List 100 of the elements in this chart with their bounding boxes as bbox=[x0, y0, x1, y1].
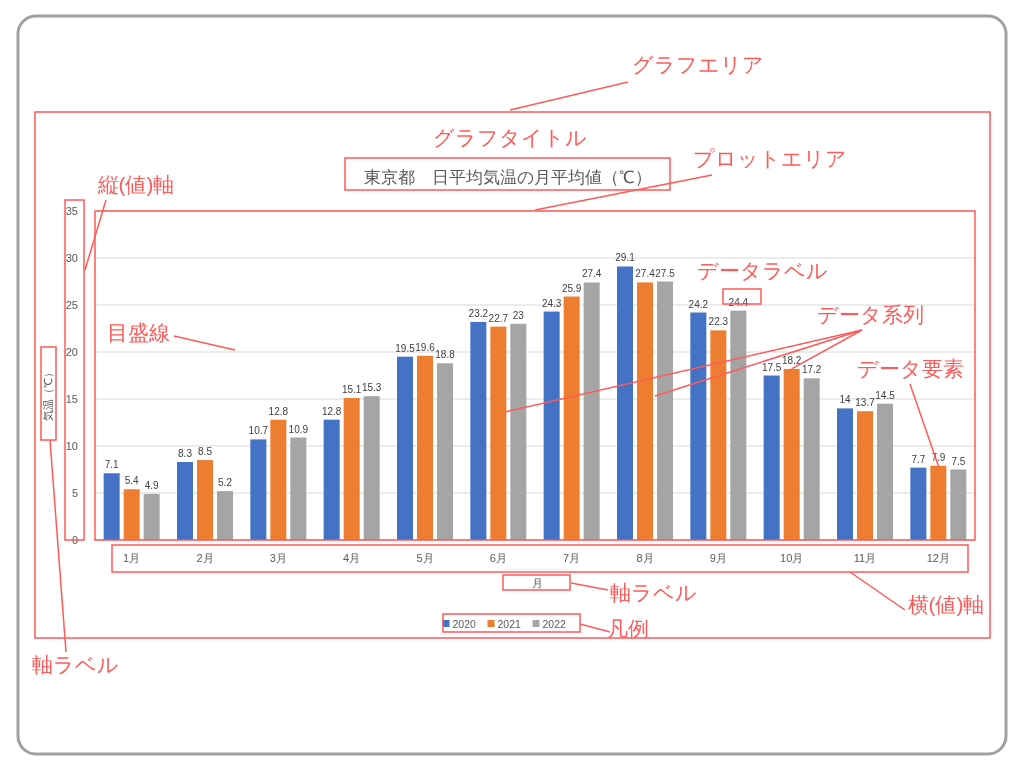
data-label: 27.5 bbox=[655, 267, 676, 279]
data-label: 22.3 bbox=[708, 316, 729, 328]
x-tick-label: 12月 bbox=[926, 552, 950, 564]
bar bbox=[583, 282, 600, 540]
bar bbox=[730, 310, 747, 540]
x-tick-label: 5月 bbox=[416, 552, 434, 564]
bar bbox=[837, 408, 853, 540]
data-label: 15.1 bbox=[341, 384, 362, 396]
data-label: 17.5 bbox=[761, 361, 782, 373]
y-tick-label: 25 bbox=[65, 299, 78, 311]
data-label: 12.8 bbox=[268, 405, 289, 417]
data-label: 10.7 bbox=[248, 425, 269, 437]
data-label: 27.4 bbox=[581, 268, 602, 280]
data-label: 10.9 bbox=[288, 423, 309, 435]
bar bbox=[910, 467, 927, 540]
annotation: データ要素 bbox=[856, 357, 964, 380]
data-label: 27.4 bbox=[635, 268, 656, 280]
bar bbox=[397, 356, 413, 540]
text: グラフタイトル bbox=[433, 126, 587, 149]
annotation: 目盛線 bbox=[106, 321, 170, 344]
annotation: データラベル bbox=[696, 259, 828, 282]
x-tick-label: 7月 bbox=[563, 552, 581, 564]
data-label: 14.5 bbox=[875, 389, 896, 401]
bar bbox=[143, 493, 160, 540]
bar bbox=[343, 398, 360, 540]
data-label: 24.3 bbox=[541, 297, 562, 309]
data-label: 23.2 bbox=[468, 307, 489, 319]
data-label: 4.9 bbox=[144, 479, 160, 491]
data-label: 8.5 bbox=[198, 446, 213, 458]
data-label: 13.7 bbox=[855, 397, 876, 409]
bar bbox=[197, 460, 213, 540]
bar bbox=[290, 437, 307, 540]
data-label: 19.5 bbox=[395, 342, 416, 354]
data-label: 18.2 bbox=[781, 354, 802, 366]
bar bbox=[857, 411, 873, 540]
data-label: 5.4 bbox=[124, 475, 140, 487]
x-tick-label: 8月 bbox=[636, 552, 654, 564]
y-tick-label: 15 bbox=[65, 393, 78, 405]
x-tick-label: 9月 bbox=[709, 552, 727, 564]
data-label: 24.2 bbox=[688, 298, 709, 310]
data-label: 22.7 bbox=[488, 312, 509, 324]
bar bbox=[217, 491, 233, 540]
y-tick-label: 20 bbox=[65, 346, 78, 358]
bar bbox=[637, 282, 653, 540]
bar bbox=[103, 473, 120, 540]
data-label: 25.9 bbox=[561, 282, 582, 294]
bar bbox=[323, 419, 340, 540]
text: 横(値)軸 bbox=[907, 593, 985, 616]
data-label: 14 bbox=[839, 394, 851, 406]
bar bbox=[490, 326, 507, 540]
data-label: 7.7 bbox=[911, 453, 926, 465]
y-axis-title: 気温（℃） bbox=[42, 367, 54, 421]
bar bbox=[123, 489, 140, 540]
x-tick-label: 6月 bbox=[489, 552, 507, 564]
legend-label: 2020 bbox=[452, 618, 477, 630]
bar bbox=[270, 419, 287, 540]
data-label: 12.8 bbox=[321, 405, 342, 417]
bar bbox=[950, 469, 967, 540]
bar bbox=[250, 439, 267, 540]
legend-label: 2021 bbox=[497, 618, 522, 630]
text: 軸ラベル bbox=[609, 581, 697, 604]
data-label: 15.3 bbox=[361, 382, 382, 394]
bar bbox=[690, 312, 707, 540]
bar bbox=[803, 378, 820, 540]
y-tick-label: 5 bbox=[71, 487, 78, 499]
x-axis-title: 月 bbox=[531, 577, 543, 589]
x-tick-label: 1月 bbox=[123, 552, 141, 564]
data-label: 29.1 bbox=[615, 252, 636, 264]
y-tick-label: 10 bbox=[65, 440, 78, 452]
bar bbox=[437, 363, 453, 540]
bar bbox=[657, 281, 673, 540]
text: 縦(値)軸 bbox=[96, 173, 175, 196]
data-label: 5.2 bbox=[218, 477, 233, 489]
bar bbox=[617, 266, 633, 540]
legend-label: 2022 bbox=[542, 618, 567, 630]
bar bbox=[877, 403, 893, 540]
x-tick-label: 2月 bbox=[196, 552, 214, 564]
x-tick-label: 4月 bbox=[343, 552, 361, 564]
text: グラフエリア bbox=[632, 53, 764, 76]
x-tick-label: 3月 bbox=[269, 552, 287, 564]
bar bbox=[510, 323, 527, 540]
text: 凡例 bbox=[607, 617, 649, 640]
x-tick-label: 11月 bbox=[853, 552, 877, 564]
data-label: 19.6 bbox=[415, 341, 436, 353]
bar bbox=[763, 375, 780, 540]
bar bbox=[543, 311, 560, 540]
y-tick-label: 35 bbox=[65, 205, 78, 217]
text: 軸ラベル bbox=[31, 653, 119, 676]
bar bbox=[177, 461, 193, 540]
y-tick-label: 30 bbox=[65, 252, 78, 264]
data-label: 8.3 bbox=[178, 447, 193, 459]
data-label: 18.8 bbox=[435, 349, 456, 361]
data-label: 7.1 bbox=[104, 459, 120, 471]
x-tick-label: 10月 bbox=[780, 552, 804, 564]
bar bbox=[710, 330, 727, 540]
data-label: 17.2 bbox=[801, 364, 822, 376]
bar bbox=[783, 368, 800, 540]
bar bbox=[417, 355, 433, 540]
text: プロットエリア bbox=[693, 147, 847, 170]
chart-title: 東京都 日平均気温の月平均値（℃） bbox=[364, 168, 652, 187]
